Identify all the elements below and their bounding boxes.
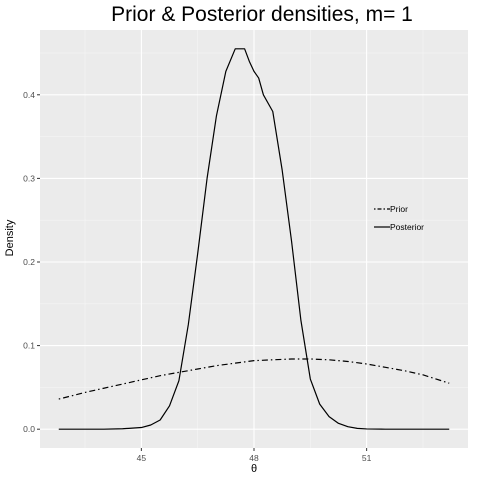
- x-tick-label: 48: [249, 453, 259, 463]
- series-line-posterior: [58, 48, 450, 430]
- legend-label-prior: Prior: [390, 204, 408, 214]
- y-tick-label: 0.2: [23, 257, 35, 267]
- y-tick-label: 0.4: [23, 90, 35, 100]
- y-axis-label: Density: [4, 219, 16, 256]
- series-layer: [58, 48, 450, 430]
- legend: Prior Posterior: [374, 204, 424, 232]
- axes-layer: 45 48 51 0.0 0.1 0.2 0.3 0.4: [23, 90, 371, 463]
- y-tick-label: 0.1: [23, 341, 35, 351]
- x-tick-label: 45: [137, 453, 147, 463]
- y-tick-label: 0.0: [23, 424, 35, 434]
- y-tick-label: 0.3: [23, 173, 35, 183]
- x-tick-label: 51: [362, 453, 372, 463]
- legend-label-posterior: Posterior: [390, 222, 424, 232]
- x-axis-label: θ: [251, 463, 257, 475]
- chart-title: Prior & Posterior densities, m= 1: [111, 3, 413, 26]
- series-line-prior: [58, 358, 450, 400]
